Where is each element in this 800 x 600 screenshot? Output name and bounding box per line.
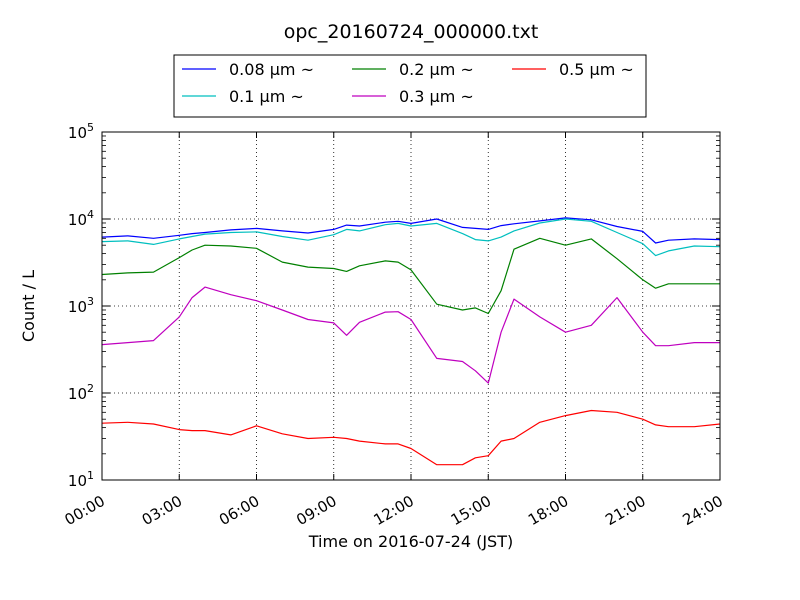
series-lines <box>101 217 721 466</box>
x-tick-label: 18:00 <box>525 492 571 529</box>
x-tick-label: 00:00 <box>62 492 108 529</box>
ticks <box>101 131 721 481</box>
x-tick-label: 12:00 <box>371 492 417 529</box>
series-line <box>101 217 721 244</box>
series-line <box>101 218 721 257</box>
y-tick-label: 102 <box>68 382 94 403</box>
grid <box>102 132 720 480</box>
x-tick-label: 15:00 <box>448 492 494 529</box>
x-tick-label: 24:00 <box>680 492 726 529</box>
legend-label: 0.08 μm ~ <box>229 60 314 79</box>
x-tick-label: 09:00 <box>293 492 339 529</box>
x-tick-label: 06:00 <box>216 492 262 529</box>
legend-box <box>173 54 647 118</box>
legend-label: 0.1 μm ~ <box>229 87 304 106</box>
y-tick-labels: 101 102 103 104 105 <box>68 121 94 490</box>
legend: 0.08 μm ~ 0.1 μm ~ 0.2 μm ~ 0.3 μm ~ 0.5 μm … <box>173 54 647 118</box>
series-line <box>101 237 720 315</box>
x-axis-title: Time on 2016-07-24 (JST) <box>308 532 513 551</box>
y-tick-label: 105 <box>68 121 94 142</box>
y-tick-label: 104 <box>68 208 94 229</box>
y-tick-label: 101 <box>68 469 94 490</box>
legend-label: 0.2 μm ~ <box>399 60 474 79</box>
legend-label: 0.5 μm ~ <box>559 60 634 79</box>
chart-title: opc_20160724_000000.txt <box>284 21 539 43</box>
y-axis-title: Count / L <box>19 270 38 342</box>
series-line <box>101 286 720 384</box>
x-tick-label: 21:00 <box>602 492 648 529</box>
x-tick-labels: 00:00 03:00 06:00 09:00 12:00 15:00 18:00 21:00… <box>62 492 726 529</box>
series-line <box>101 409 721 466</box>
x-tick-label: 03:00 <box>139 492 185 529</box>
legend-label: 0.3 μm ~ <box>399 87 474 106</box>
y-tick-label: 103 <box>68 295 94 316</box>
